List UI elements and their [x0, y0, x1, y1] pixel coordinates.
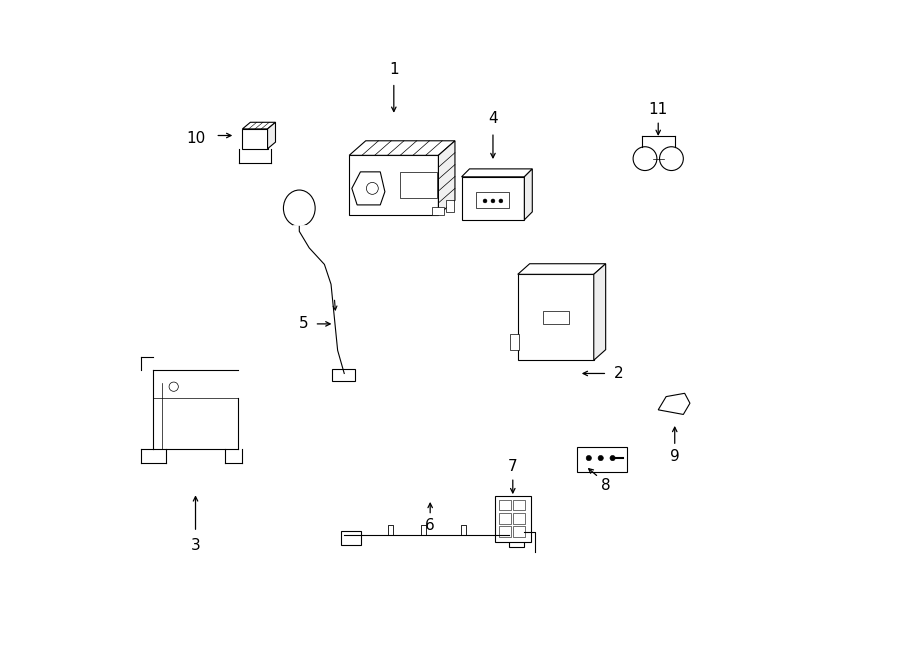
- Text: 3: 3: [191, 538, 201, 553]
- Bar: [543, 311, 569, 324]
- Text: 7: 7: [508, 459, 518, 473]
- Polygon shape: [242, 122, 275, 129]
- Circle shape: [660, 147, 683, 171]
- Bar: [509, 527, 524, 547]
- Polygon shape: [525, 169, 532, 219]
- Ellipse shape: [284, 190, 315, 226]
- Bar: [500, 500, 511, 510]
- Polygon shape: [658, 393, 690, 414]
- Circle shape: [633, 147, 657, 171]
- Polygon shape: [267, 122, 275, 149]
- Bar: [400, 172, 436, 198]
- Bar: [518, 274, 594, 360]
- Circle shape: [169, 382, 178, 391]
- Bar: [476, 192, 509, 208]
- Bar: [509, 334, 519, 350]
- Bar: [500, 513, 511, 524]
- Circle shape: [610, 455, 616, 461]
- Text: 8: 8: [600, 479, 610, 493]
- Polygon shape: [594, 264, 606, 360]
- Bar: [513, 513, 525, 524]
- Text: 1: 1: [389, 62, 399, 77]
- Circle shape: [366, 182, 378, 194]
- Text: 5: 5: [299, 317, 308, 331]
- Circle shape: [598, 455, 603, 461]
- Text: 11: 11: [649, 102, 668, 116]
- Text: 4: 4: [488, 112, 498, 126]
- Bar: [446, 200, 454, 212]
- Bar: [513, 500, 525, 510]
- Bar: [341, 531, 361, 545]
- Text: 9: 9: [670, 449, 680, 463]
- Circle shape: [483, 199, 487, 203]
- Polygon shape: [352, 172, 385, 205]
- Bar: [513, 526, 525, 537]
- Polygon shape: [438, 141, 455, 215]
- Bar: [500, 526, 511, 537]
- Circle shape: [499, 199, 503, 203]
- Circle shape: [586, 455, 591, 461]
- Polygon shape: [349, 141, 455, 155]
- Bar: [462, 177, 525, 219]
- Polygon shape: [518, 264, 606, 274]
- Circle shape: [491, 199, 495, 203]
- Text: 2: 2: [614, 366, 624, 381]
- Bar: [577, 447, 626, 472]
- Bar: [495, 496, 531, 542]
- Bar: [349, 155, 438, 215]
- Polygon shape: [462, 169, 532, 177]
- Bar: [242, 129, 267, 149]
- Text: 10: 10: [186, 132, 205, 146]
- Bar: [332, 369, 356, 381]
- Bar: [432, 207, 444, 215]
- Text: 6: 6: [426, 518, 435, 533]
